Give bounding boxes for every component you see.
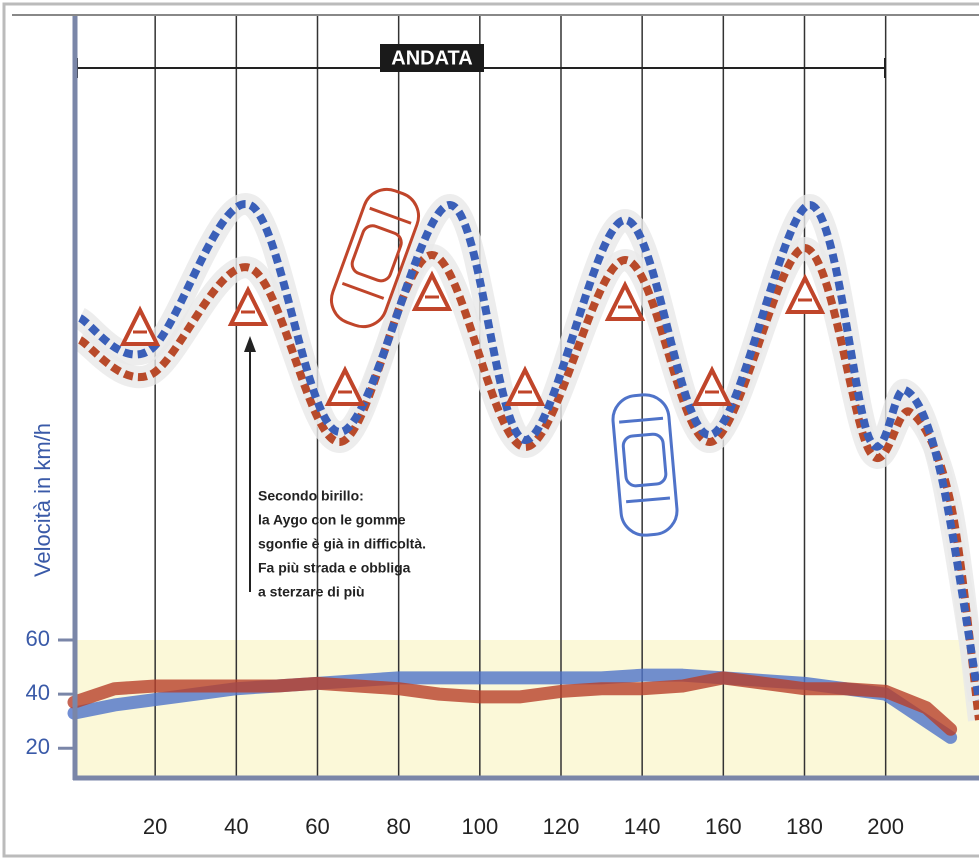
cone (504, 365, 546, 406)
speed-band (77, 640, 979, 778)
cone (119, 305, 161, 346)
x-tick-label: 160 (705, 814, 742, 839)
x-tick-label: 100 (461, 814, 498, 839)
y-axis-title: Velocità in km/h (30, 423, 55, 577)
x-tick-label: 40 (224, 814, 248, 839)
annotation: a sterzare di più (258, 584, 365, 600)
speed-line (67, 671, 958, 736)
y-tick-label: 20 (26, 734, 50, 759)
annotation: la Aygo con le gomme (258, 512, 406, 528)
annotation: sgonfie è già in difficoltà. (258, 536, 426, 552)
blue-car (611, 393, 679, 537)
x-tick-label: 120 (543, 814, 580, 839)
x-tick-label: 200 (867, 814, 904, 839)
cone (691, 365, 733, 406)
annotation: Fa più strada e obbliga (258, 560, 411, 576)
cone (324, 365, 366, 406)
grid (154, 15, 887, 778)
x-tick-label: 60 (305, 814, 329, 839)
annotation: Secondo birillo: (258, 488, 364, 504)
lane (77, 244, 979, 721)
cone (227, 285, 269, 326)
lane (77, 200, 979, 701)
x-tick-label: 140 (624, 814, 661, 839)
x-tick-label: 80 (386, 814, 410, 839)
cones (119, 270, 826, 406)
red-car (330, 187, 420, 329)
chart-title: ANDATA (391, 47, 472, 69)
series (67, 668, 958, 744)
cone (604, 280, 646, 321)
x-tick-label: 180 (786, 814, 823, 839)
y-tick-label: 40 (26, 680, 50, 705)
cone (411, 270, 453, 311)
y-tick-label: 60 (26, 626, 50, 651)
x-tick-label: 20 (143, 814, 167, 839)
cone (784, 273, 826, 314)
arrow-head (244, 336, 256, 352)
title-box (380, 44, 484, 72)
trajectories (73, 193, 979, 722)
